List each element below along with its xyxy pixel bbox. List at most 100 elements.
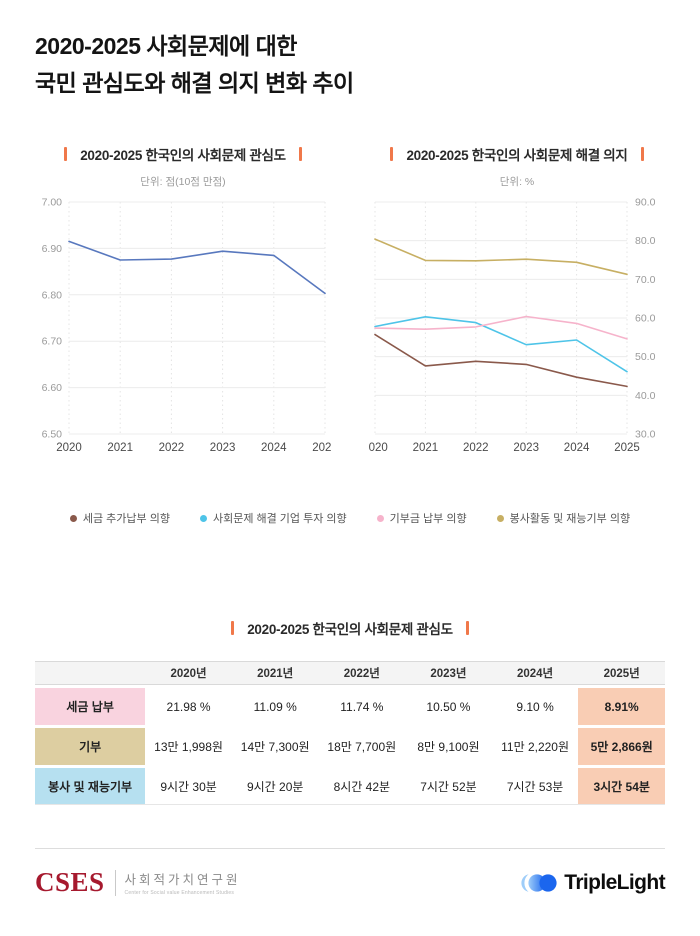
table-row: 세금 납부 21.98 % 11.09 % 11.74 % 10.50 % 9.10 % 8… [35,688,665,725]
table-cell: 3시간 54분 [578,768,665,805]
table-body: 세금 납부 21.98 % 11.09 % 11.74 % 10.50 % 9.10 % 8… [35,688,665,805]
series-line [374,238,628,276]
table-row-label: 세금 납부 [35,688,146,725]
table-cell: 5만 2,866원 [578,728,665,765]
table-cell: 21.98 % [145,688,232,725]
willingness-chart-title: 2020-2025 한국인의 사회문제 해결 의지 [369,144,665,164]
cses-logo-block: CSES 사회적가치연구원 Center for Social value En… [35,867,241,898]
series-line [374,315,628,340]
y-tick-label: 6.60 [42,382,63,394]
x-tick-label: 2024 [564,442,590,454]
table-cell: 9시간 30분 [145,768,232,805]
y-tick-label: 40.0 [635,390,656,402]
chart-legend: 세금 추가납부 의향 사회문제 해결 기업 투자 의향 기부금 납부 의향 봉사활동 … [35,510,665,526]
table-row-label: 기부 [35,728,146,765]
table-title: 2020-2025 한국인의 사회문제 관심도 [35,618,665,638]
x-tick-label: 2020 [369,442,388,454]
table-cell: 11.09 % [231,688,319,725]
table-header-cell [35,661,146,685]
x-tick-label: 2021 [107,442,133,454]
series-line [374,316,628,373]
table-header-cell: 2022년 [318,661,406,685]
y-tick-label: 6.90 [42,243,63,255]
accent-bar-icon [298,147,302,161]
legend-label: 기부금 납부 의향 [389,513,467,525]
legend-dot-icon [376,514,384,522]
page-title-line1: 2020-2025 사회문제에 대한 [35,33,297,59]
willingness-chart-title-text: 2020-2025 한국인의 사회문제 해결 의지 [406,148,628,163]
legend-dot-icon [69,514,77,522]
x-tick-label: 2023 [513,442,539,454]
interest-chart-title-text: 2020-2025 한국인의 사회문제 관심도 [80,148,286,163]
y-tick-label: 90.0 [635,197,656,209]
interest-chart-canvas: 2020 2021 2022 2023 2024 2025 6.50 6.60 6.70 6.80… [42,197,331,455]
y-tick-label: 80.0 [635,235,656,247]
table-cell: 9.10 % [491,688,579,725]
accent-bar-icon [390,147,394,161]
table-cell: 18만 7,700원 [318,728,406,765]
legend-label: 세금 추가납부 의향 [82,513,170,525]
table-header-cell: 2020년 [145,661,232,685]
table-header-cell: 2023년 [405,661,492,685]
x-tick-label: 2025 [614,442,640,454]
x-tick-label: 2023 [210,442,236,454]
y-tick-label: 30.0 [635,429,656,441]
triplelight-mark-icon [521,873,557,892]
legend-dot-icon [199,514,207,522]
table-cell: 9시간 20분 [231,768,319,805]
table-header-cell: 2025년 [578,661,665,685]
interest-chart-panel: 2020-2025 한국인의 사회문제 관심도 단위: 점(10점 만점) 20… [35,144,331,460]
x-tick-label: 2024 [261,442,287,454]
legend-item: 사회문제 해결 기업 투자 의향 [199,510,347,526]
legend-label: 사회문제 해결 기업 투자 의향 [212,513,347,525]
accent-bar-icon [231,621,235,635]
y-tick-label: 6.70 [42,336,63,348]
table-row: 기부 13만 1,998원 14만 7,300원 18만 7,700원 8만 9,100… [35,728,665,765]
willingness-chart-unit: 단위: % [499,176,535,188]
x-tick-label: 2025 [312,442,331,454]
legend-item: 세금 추가납부 의향 [69,510,170,526]
x-tick-label: 2022 [159,442,185,454]
accent-bar-icon [465,621,469,635]
table-section: 2020-2025 한국인의 사회문제 관심도 2020년 2021년 2022년 2… [35,618,665,808]
x-tick-label: 2020 [56,442,82,454]
interest-chart-unit: 단위: 점(10점 만점) [140,176,226,188]
cses-korean-name: 사회적가치연구원 [124,873,241,887]
page: 2020-2025 사회문제에 대한 국민 관심도와 해결 의지 변화 추이 2… [0,28,700,898]
series-line [68,240,326,295]
y-tick-label: 50.0 [635,351,656,363]
y-tick-label: 60.0 [635,313,656,325]
legend-item: 봉사활동 및 재능기부 의향 [496,510,630,526]
table-cell: 11만 2,220원 [491,728,579,765]
data-table: 2020년 2021년 2022년 2023년 2024년 2025년 세금 납부 21.9… [35,658,665,808]
table-cell: 8.91% [578,688,665,725]
y-tick-label: 6.50 [42,429,63,441]
cses-logo: CSES [35,867,105,897]
y-tick-label: 7.00 [42,197,63,209]
series-line [374,333,628,388]
legend-item: 기부금 납부 의향 [376,510,467,526]
page-title-line2: 국민 관심도와 해결 의지 변화 추이 [35,70,354,96]
table-cell: 14만 7,300원 [231,728,319,765]
accent-bar-icon [64,147,68,161]
willingness-chart-panel: 2020-2025 한국인의 사회문제 해결 의지 단위: % 2020 2021… [369,144,665,460]
interest-chart-title: 2020-2025 한국인의 사회문제 관심도 [35,144,331,164]
table-cell: 10.50 % [405,688,492,725]
table-cell: 8만 9,100원 [405,728,492,765]
table-cell: 8시간 42분 [318,768,406,805]
triplelight-wordmark: TripleLight [564,870,665,894]
x-tick-label: 2021 [413,442,439,454]
table-cell: 7시간 53분 [491,768,579,805]
accent-bar-icon [640,147,644,161]
triplelight-logo-block: TripleLight [521,870,666,895]
table-title-text: 2020-2025 한국인의 사회문제 관심도 [247,622,453,637]
y-tick-label: 6.80 [42,289,63,301]
cses-text-block: 사회적가치연구원 Center for Social value Enhance… [125,869,241,896]
table-cell: 11.74 % [318,688,406,725]
legend-dot-icon [496,514,504,522]
page-footer: CSES 사회적가치연구원 Center for Social value En… [35,848,666,898]
table-row-label: 봉사 및 재능기부 [35,768,146,805]
cses-english-name: Center for Social value Enhancement Stud… [124,890,235,896]
cses-divider [114,869,116,896]
